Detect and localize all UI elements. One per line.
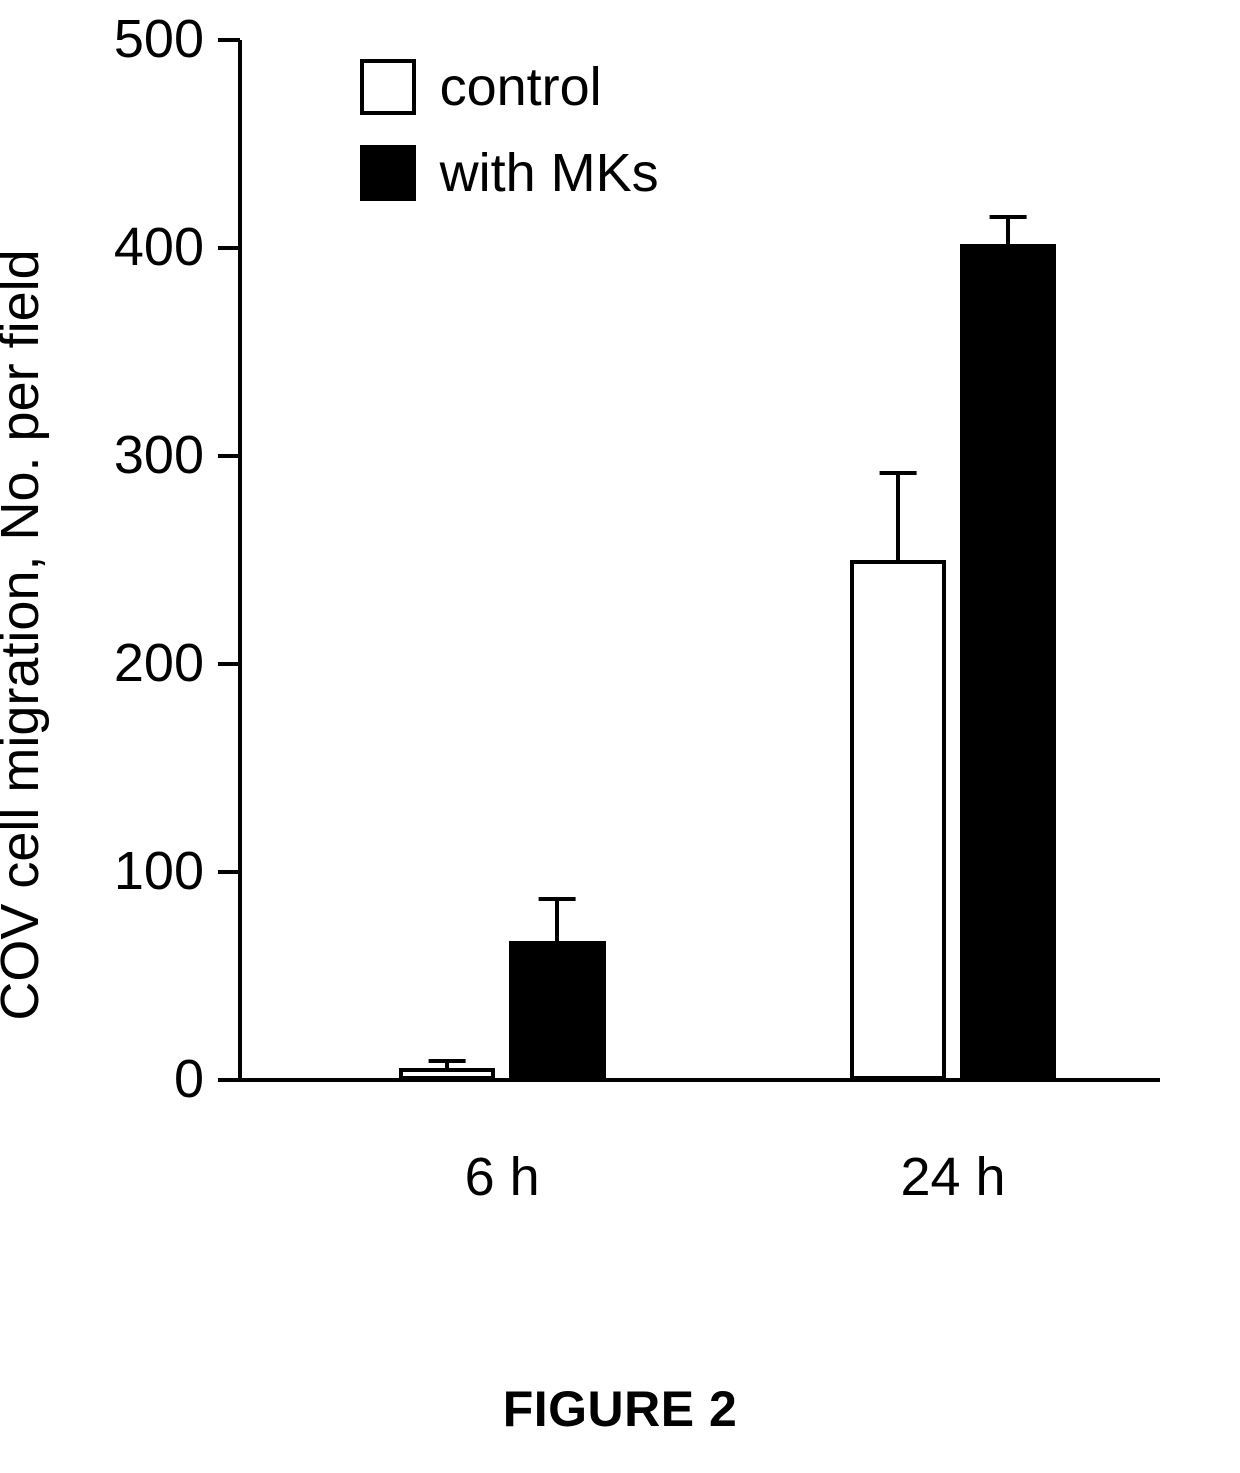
bar <box>960 244 1057 1080</box>
legend-item: with MKs <box>360 142 659 204</box>
y-axis-label: COV cell migration, No. per field <box>0 249 51 1020</box>
y-tick <box>218 1078 240 1082</box>
legend-item: control <box>360 56 602 118</box>
y-tick-label: 200 <box>114 632 204 694</box>
legend-swatch <box>360 145 416 201</box>
bar <box>850 560 947 1080</box>
chart: COV cell migration, No. per field 010020… <box>40 30 1180 1240</box>
x-tick-label: 24 h <box>900 1146 1005 1208</box>
y-tick <box>218 870 240 874</box>
legend-swatch <box>360 59 416 115</box>
x-tick-label: 6 h <box>465 1146 540 1208</box>
y-tick <box>218 246 240 250</box>
bar <box>399 1068 496 1080</box>
y-tick <box>218 662 240 666</box>
legend-label: with MKs <box>440 142 659 204</box>
plot-area: 01002003004005006 h24 hcontrolwith MKs <box>240 40 1160 1080</box>
legend-label: control <box>440 56 602 118</box>
y-tick <box>218 38 240 42</box>
y-tick-label: 100 <box>114 840 204 902</box>
y-axis <box>238 40 242 1080</box>
y-tick-label: 400 <box>114 216 204 278</box>
bar <box>509 941 606 1080</box>
page: COV cell migration, No. per field 0 100 20… <box>0 0 1240 1473</box>
y-tick-label: 300 <box>114 424 204 486</box>
y-tick-label: 500 <box>114 8 204 70</box>
y-tick <box>218 454 240 458</box>
figure-caption: FIGURE 2 <box>503 1380 738 1438</box>
plot-inner: 01002003004005006 h24 hcontrolwith MKs <box>240 40 1160 1080</box>
y-tick-label: 0 <box>174 1048 204 1110</box>
